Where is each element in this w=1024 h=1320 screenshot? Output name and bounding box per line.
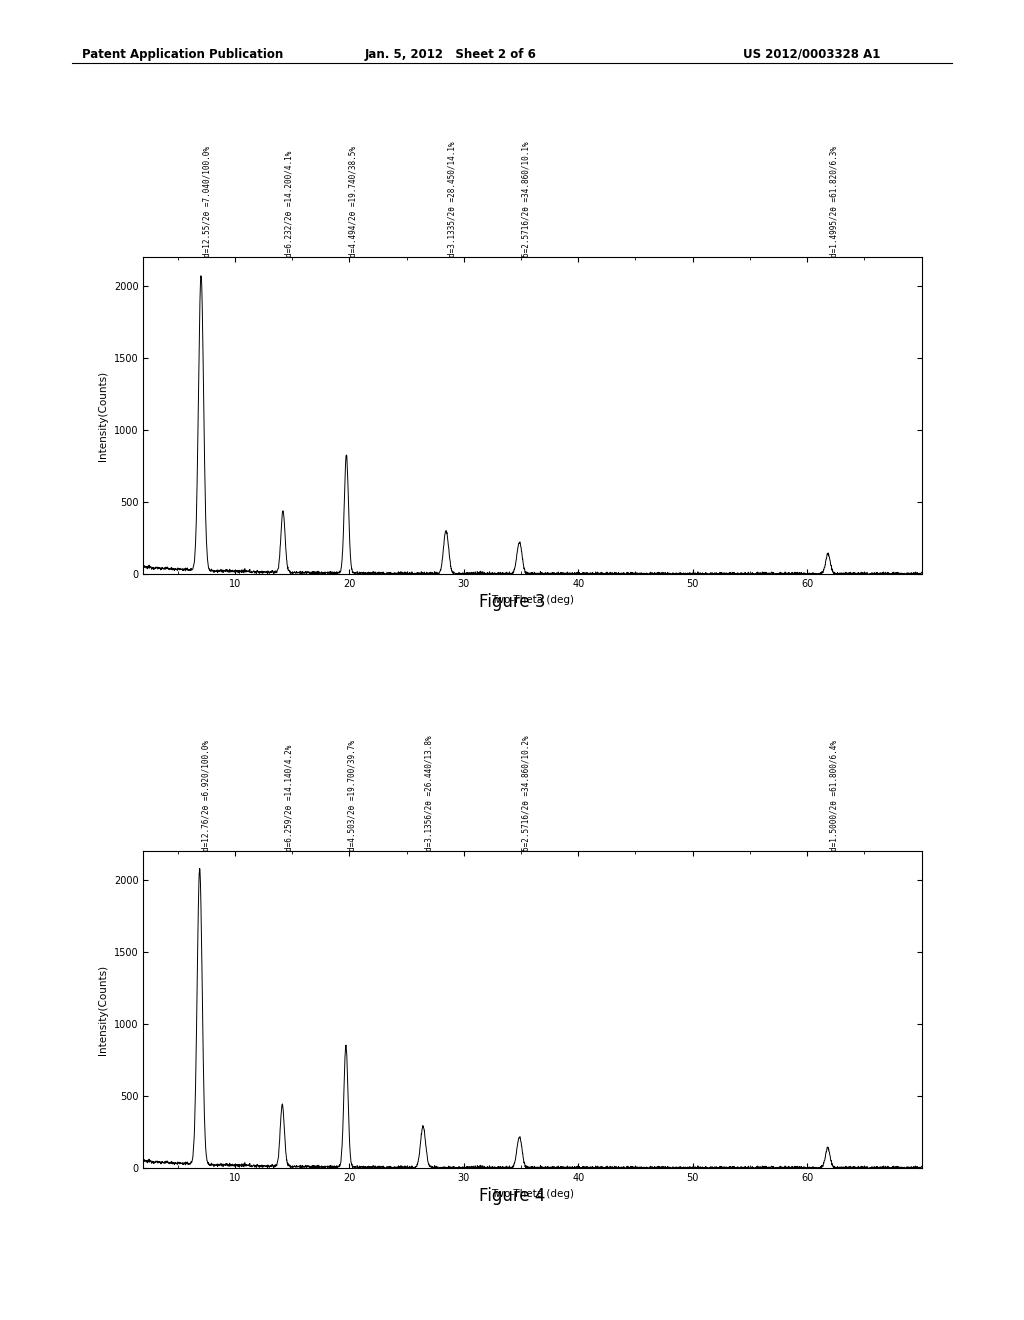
Text: d=4.503/2θ =19.700/39.7%: d=4.503/2θ =19.700/39.7%: [348, 739, 356, 850]
Text: d=6.232/2θ =14.200/4.1%: d=6.232/2θ =14.200/4.1%: [285, 150, 294, 256]
Text: Jan. 5, 2012   Sheet 2 of 6: Jan. 5, 2012 Sheet 2 of 6: [365, 48, 537, 61]
Text: d=6.259/2θ =14.140/4.2%: d=6.259/2θ =14.140/4.2%: [284, 744, 293, 850]
Text: d=1.4995/2θ =61.820/6.3%: d=1.4995/2θ =61.820/6.3%: [829, 145, 839, 256]
Text: d=3.1335/2θ =28.450/14.1%: d=3.1335/2θ =28.450/14.1%: [447, 141, 457, 256]
Text: d=12.55/2θ =7.040/100.0%: d=12.55/2θ =7.040/100.0%: [203, 145, 212, 256]
Text: d=12.76/2θ =6.920/100.0%: d=12.76/2θ =6.920/100.0%: [202, 739, 210, 850]
Text: Figure 3: Figure 3: [479, 593, 545, 611]
X-axis label: Two-Theta (deg): Two-Theta (deg): [490, 594, 574, 605]
Y-axis label: Intensity(Counts): Intensity(Counts): [98, 371, 109, 461]
Text: d=1.5000/2θ =61.800/6.4%: d=1.5000/2θ =61.800/6.4%: [829, 739, 839, 850]
Text: δ=2.5716/2θ =34.860/10.2%: δ=2.5716/2θ =34.860/10.2%: [521, 735, 530, 850]
Text: d=3.1356/2θ =26.440/13.8%: d=3.1356/2θ =26.440/13.8%: [425, 735, 434, 850]
X-axis label: Two-Theta (deg): Two-Theta (deg): [490, 1188, 574, 1199]
Text: Patent Application Publication: Patent Application Publication: [82, 48, 284, 61]
Text: US 2012/0003328 A1: US 2012/0003328 A1: [743, 48, 881, 61]
Y-axis label: Intensity(Counts): Intensity(Counts): [98, 965, 109, 1055]
Text: d=4.494/2θ =19.740/38.5%: d=4.494/2θ =19.740/38.5%: [348, 145, 357, 256]
Text: Figure 4: Figure 4: [479, 1187, 545, 1205]
Text: δ=2.5716/2θ =34.860/10.1%: δ=2.5716/2θ =34.860/10.1%: [521, 141, 530, 256]
